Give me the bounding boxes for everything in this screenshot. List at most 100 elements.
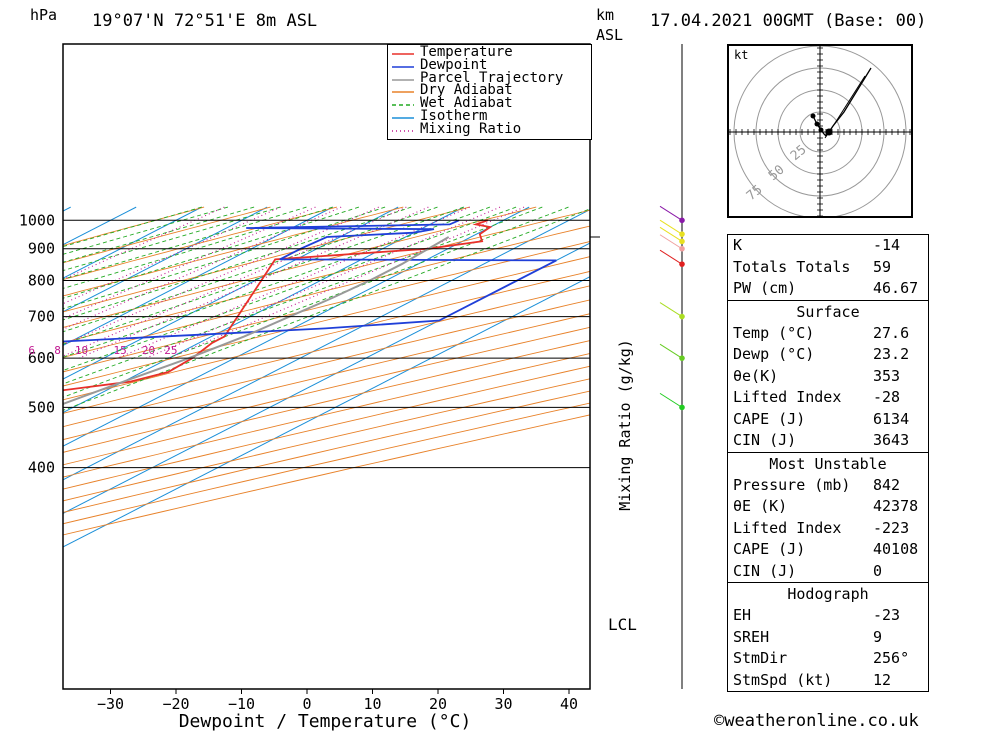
- dry-adiabat-line: [63, 206, 470, 313]
- copyright-link[interactable]: ©weatheronline.co.uk: [714, 711, 919, 731]
- wet-adiabat-line: [63, 206, 386, 310]
- section-title: Hodograph: [787, 585, 869, 603]
- index-row: θE (K) 42378: [733, 497, 919, 515]
- mixing-ratio-label: 10: [75, 344, 88, 357]
- legend-item: Mixing Ratio: [392, 122, 588, 137]
- pressure-tick-label: 500: [28, 398, 55, 416]
- legend-item: Dry Adiabat: [392, 83, 588, 98]
- wind-barb: [659, 249, 683, 265]
- legend-swatch: [392, 117, 414, 119]
- index-row: CIN (J) 0: [733, 561, 883, 580]
- most-unstable-section: Most Unstable Pressure (mb) 842 θE (K) 423…: [728, 451, 928, 583]
- wind-barb: [659, 343, 683, 359]
- dry-adiabat-line: [63, 414, 590, 536]
- legend-item: Isotherm: [392, 109, 588, 124]
- wet-adiabat-line: [63, 206, 255, 263]
- legend-item: Dewpoint: [392, 56, 588, 73]
- hodograph-point: [810, 113, 816, 119]
- temperature-line: [63, 219, 493, 392]
- index-row: StmSpd (kt) 12: [733, 670, 892, 689]
- wet-adiabat-line: [63, 206, 229, 255]
- wet-adiabat-line: [63, 206, 412, 321]
- parcel-trajectory-line: [63, 236, 450, 405]
- index-row: StmDir 256°: [733, 649, 910, 667]
- hodograph-point: [814, 121, 820, 127]
- legend-label: Parcel Trajectory: [420, 69, 564, 86]
- mixing-ratio-line: [63, 206, 379, 346]
- temperature-tick-label: 30: [494, 695, 512, 713]
- legend-swatch: [392, 53, 414, 55]
- isotherm-line: [63, 206, 268, 313]
- legend-label: Dewpoint: [420, 56, 488, 73]
- wind-barb: [659, 234, 683, 250]
- index-row: Lifted Index -223: [733, 518, 910, 537]
- dry-adiabat-line: [63, 206, 271, 264]
- section-title: Surface: [796, 302, 860, 321]
- dry-adiabat-line: [63, 378, 590, 502]
- isotherm-line: [63, 206, 399, 380]
- dry-adiabat-line: [63, 225, 590, 358]
- legend-swatch: [392, 65, 414, 68]
- legend-swatch: [392, 91, 414, 94]
- mixing-ratio-label: 15: [114, 344, 127, 357]
- section-title: Most Unstable: [769, 454, 887, 473]
- km-label: km: [596, 6, 615, 24]
- dry-adiabat-line: [63, 299, 590, 428]
- legend-box: Temperature Dewpoint Parcel Trajectory Dry …: [387, 44, 592, 140]
- wind-barb: [659, 205, 683, 221]
- index-row: CIN (J) 3643: [733, 431, 910, 449]
- wet-adiabat-line: [63, 206, 464, 345]
- wind-level-marker: [679, 313, 685, 320]
- temperature-tick-label: −20: [162, 695, 189, 713]
- wind-barb: [659, 392, 683, 408]
- dry-adiabat-line: [63, 402, 590, 525]
- legend-swatch: [392, 104, 414, 106]
- wet-adiabat-line: [63, 206, 543, 385]
- indices-table: K -14 Totals Totals 59 PW (cm) 46.67 Surfac…: [727, 234, 929, 692]
- pressure-tick-label: 600: [28, 349, 55, 367]
- temperature-tick-label: 40: [560, 695, 578, 713]
- hodograph-plot: kt 25 50 75: [729, 46, 911, 216]
- mixing-ratio-label: 8: [54, 344, 61, 357]
- dry-adiabat-line: [63, 365, 590, 490]
- datetime-title: 17.04.2021 00GMT (Base: 00): [650, 11, 927, 31]
- index-row: Pressure (mb) 842: [733, 475, 901, 494]
- mixing-ratio-axis-label: Mixing Ratio (g/kg): [616, 339, 634, 511]
- hodograph-box: kt 25 50 75: [727, 44, 913, 218]
- dry-adiabat-line: [63, 206, 404, 297]
- index-row: CAPE (J) 40108: [733, 540, 919, 558]
- hodo-ring-label-25: 25: [788, 142, 810, 164]
- legend-label: Wet Adiabat: [420, 95, 513, 112]
- pressure-tick-label: 700: [28, 308, 55, 326]
- dry-adiabat-line: [63, 209, 590, 344]
- pressure-tick-label: 1000: [19, 211, 55, 229]
- wet-adiabat-line: [63, 206, 307, 280]
- index-row: θe(K) 353: [733, 366, 901, 385]
- wind-level-marker: [679, 355, 685, 361]
- legend-swatch: [392, 129, 414, 132]
- wind-barb: [659, 226, 683, 242]
- dry-adiabat-line: [63, 206, 338, 281]
- isotherm-line: [63, 206, 333, 346]
- hodo-ring-label-50: 50: [766, 162, 788, 184]
- mixing-ratio-line: [168, 206, 525, 359]
- index-row: EH -23: [733, 606, 901, 624]
- index-row: Temp (°C) 27.6: [733, 323, 910, 342]
- wet-adiabat-line: [63, 206, 281, 272]
- hodograph-point: [818, 127, 824, 133]
- legend-swatch: [392, 78, 414, 81]
- lcl-label: LCL: [608, 615, 637, 634]
- wet-adiabat-line: [63, 206, 360, 299]
- hpa-unit-label: hPa: [30, 6, 58, 24]
- wet-adiabat-line: [63, 206, 202, 248]
- dry-adiabat-line: [63, 390, 590, 513]
- index-row: PW (cm) 46.67: [733, 279, 919, 297]
- isotherm-line: [0, 207, 5, 564]
- pressure-tick-label: 900: [28, 240, 55, 258]
- isotherm-line: [63, 206, 71, 212]
- wind-barb: [659, 302, 683, 317]
- dry-adiabat-line: [63, 340, 590, 466]
- legend-item: Parcel Trajectory: [392, 69, 588, 86]
- isotherm-line: [63, 208, 590, 481]
